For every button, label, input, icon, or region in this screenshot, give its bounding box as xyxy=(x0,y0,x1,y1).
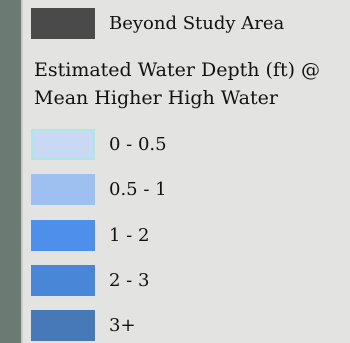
legend-title: Estimated Water Depth (ft) @ Mean Higher… xyxy=(34,56,320,112)
depth-2-3-label: 2 - 3 xyxy=(109,270,150,291)
depth-0.5-1-label: 0.5 - 1 xyxy=(109,179,167,200)
beyond-study-area-label: Beyond Study Area xyxy=(109,13,285,34)
legend-title-line-2: Mean Higher High Water xyxy=(34,87,278,109)
depth-3-plus-label: 3+ xyxy=(109,315,136,336)
depth-0-0.5-label: 0 - 0.5 xyxy=(109,134,167,155)
depth-0.5-1-swatch xyxy=(31,174,95,205)
beyond-study-area-swatch xyxy=(31,8,95,39)
legend-panel: Beyond Study Area Estimated Water Depth … xyxy=(21,0,350,343)
legend-row-0.5-1: 0.5 - 1 xyxy=(31,174,167,205)
depth-3-plus-swatch xyxy=(31,310,95,341)
legend-row-2-3: 2 - 3 xyxy=(31,265,149,296)
legend-row-beyond-study-area: Beyond Study Area xyxy=(31,8,284,39)
legend-title-line-1: Estimated Water Depth (ft) @ xyxy=(34,59,321,81)
legend-row-3-plus: 3+ xyxy=(31,310,136,341)
depth-0-0.5-swatch xyxy=(31,129,95,160)
legend-row-0-0.5: 0 - 0.5 xyxy=(31,129,167,160)
depth-1-2-label: 1 - 2 xyxy=(109,225,150,246)
depth-2-3-swatch xyxy=(31,265,95,296)
depth-1-2-swatch xyxy=(31,220,95,251)
legend-row-1-2: 1 - 2 xyxy=(31,220,149,251)
